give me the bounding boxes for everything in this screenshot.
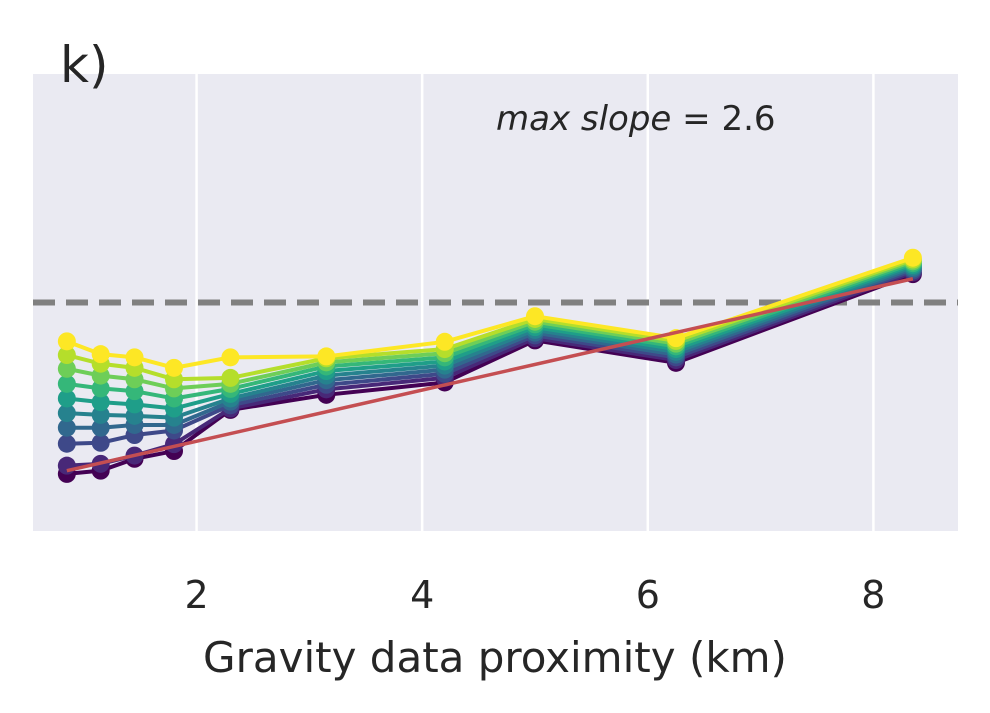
series-line <box>66 259 914 391</box>
data-point <box>57 346 76 365</box>
annotation-italic: max slope <box>496 99 671 139</box>
series-line <box>66 266 914 430</box>
data-point <box>57 332 76 351</box>
x-axis-label: Gravity data proximity (km) <box>203 633 787 682</box>
x-tick-label: 6 <box>636 573 660 617</box>
data-point <box>91 379 110 398</box>
series-line <box>66 257 914 382</box>
data-point <box>57 456 76 475</box>
series-s10 <box>57 248 922 377</box>
data-point <box>165 358 184 377</box>
annotation-value: 2.6 <box>721 99 775 139</box>
data-point <box>91 418 110 437</box>
x-tick-label: 8 <box>861 573 885 617</box>
panel-label: k) <box>60 36 108 94</box>
data-point <box>317 347 336 366</box>
data-point <box>435 332 454 351</box>
data-point <box>57 418 76 437</box>
series-line <box>66 261 914 401</box>
annotation-text: max slope = 2.6 <box>496 99 776 139</box>
data-point <box>57 389 76 408</box>
data-point <box>57 404 76 423</box>
data-point <box>91 433 110 452</box>
series-line <box>66 263 914 411</box>
data-point <box>125 348 144 367</box>
series-line <box>66 264 914 420</box>
data-point <box>91 405 110 424</box>
data-point <box>57 434 76 453</box>
series-line <box>66 272 914 476</box>
data-point <box>221 368 240 387</box>
fit-line <box>66 277 914 473</box>
annotation-equals: = <box>671 99 721 139</box>
data-point <box>125 395 144 414</box>
data-point <box>57 359 76 378</box>
series-line <box>66 255 914 370</box>
x-tick-label: 4 <box>410 573 434 617</box>
series-line <box>66 268 914 446</box>
data-point <box>57 374 76 393</box>
x-tick-label: 2 <box>184 573 208 617</box>
data-point <box>91 393 110 412</box>
data-point <box>221 348 240 367</box>
data-point <box>525 307 544 326</box>
x-tick-labels: 2 4 6 8 <box>184 573 885 617</box>
data-point <box>91 345 110 364</box>
data-point <box>903 248 922 267</box>
